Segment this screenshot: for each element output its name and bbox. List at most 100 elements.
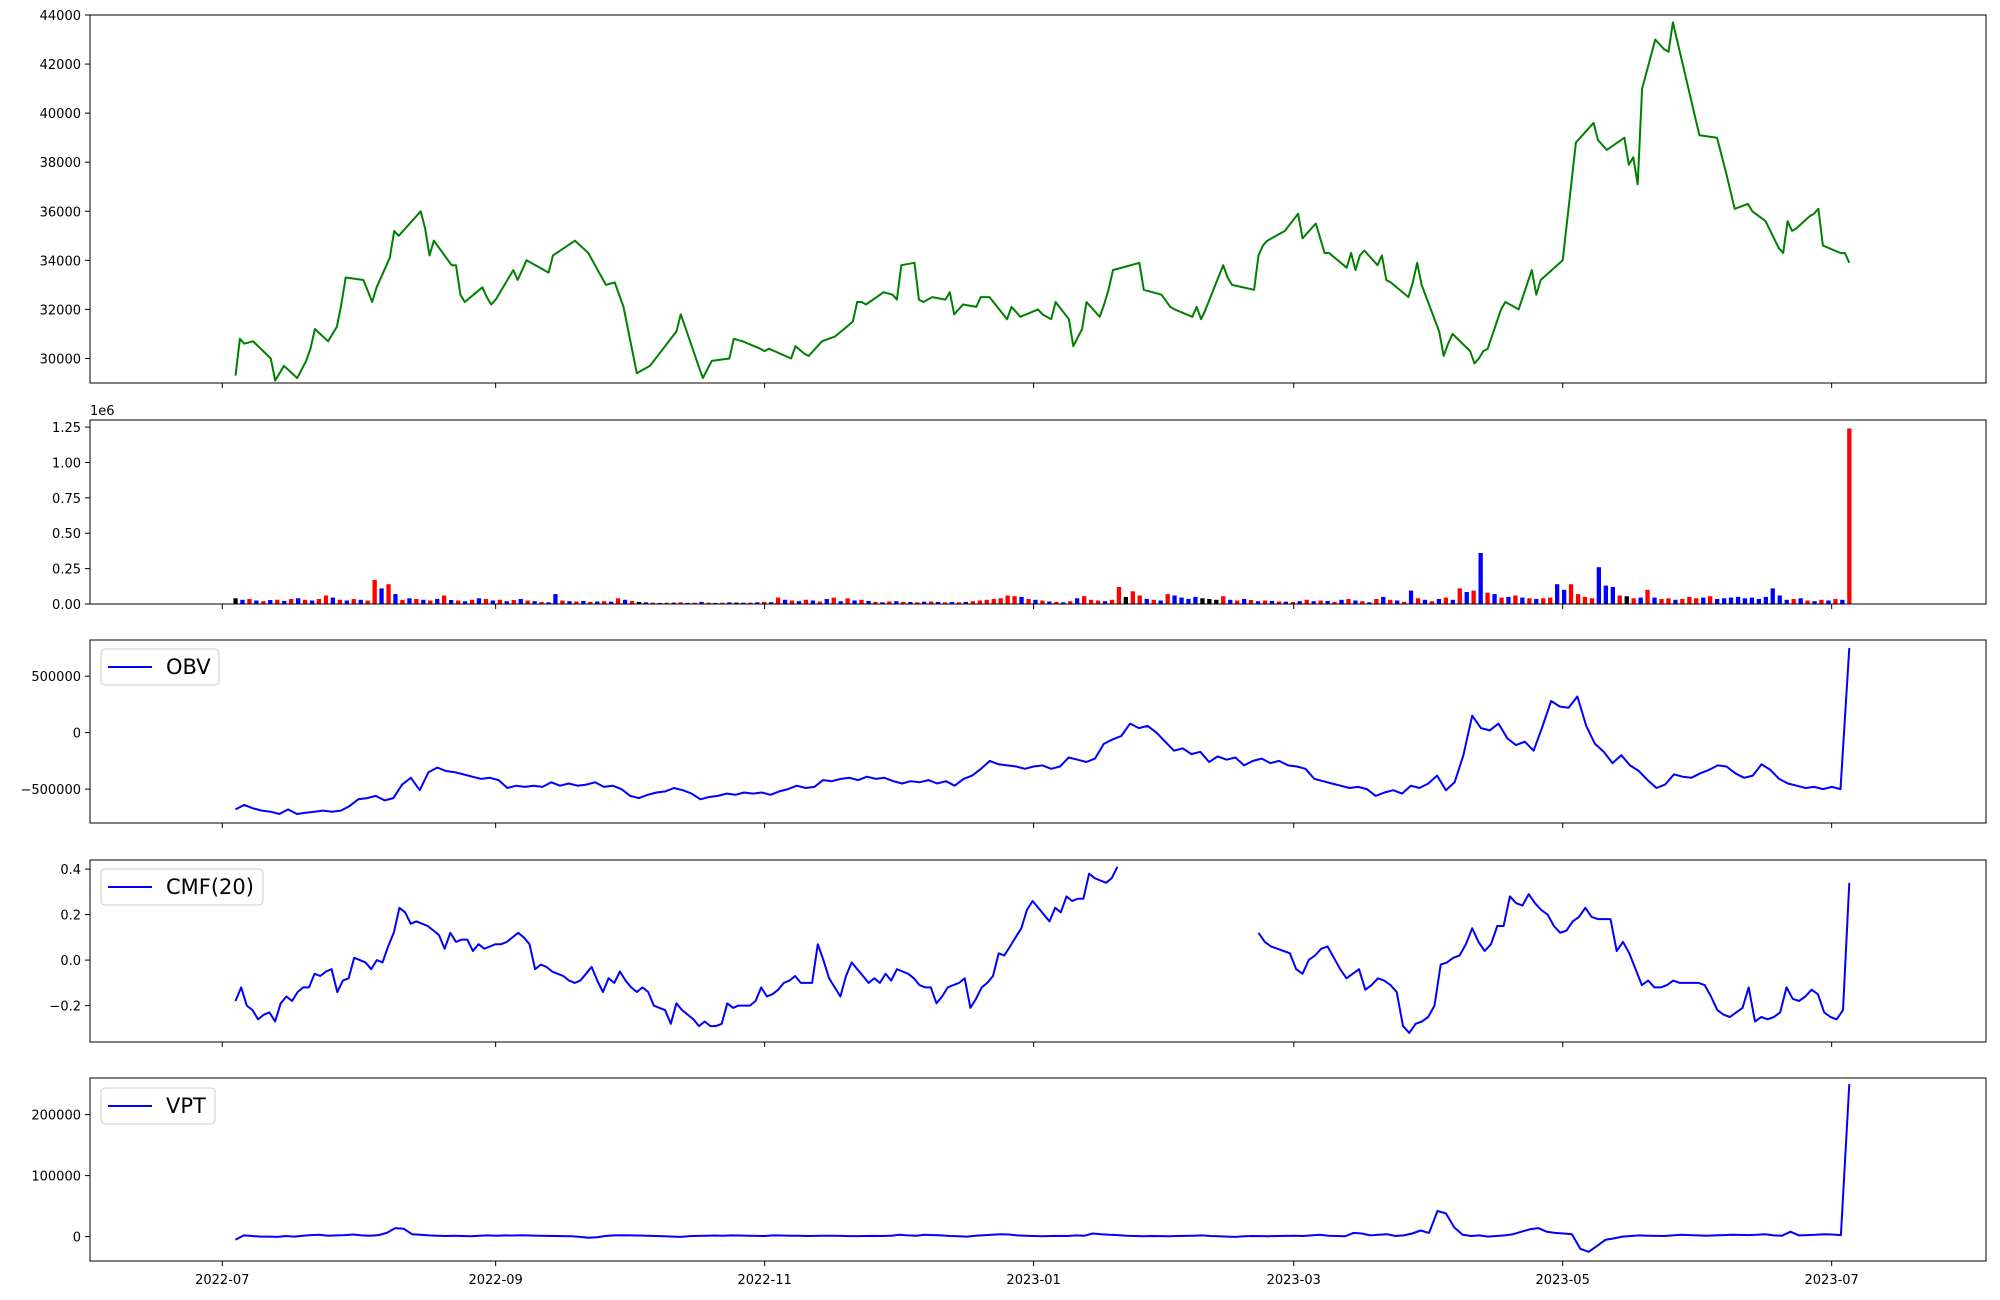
volume-bar xyxy=(1242,599,1247,604)
volume-bar xyxy=(1297,601,1302,604)
volume-bar xyxy=(289,599,294,604)
volume-bar xyxy=(1304,599,1309,604)
volume-bar xyxy=(261,601,266,604)
volume-bar xyxy=(1652,597,1657,604)
volume-bar xyxy=(1207,599,1212,604)
volume-bar xyxy=(1624,596,1629,604)
volume-bar xyxy=(657,602,662,604)
vpt-series-line xyxy=(235,1084,1851,1253)
volume-bar xyxy=(1631,598,1636,604)
volume-bar xyxy=(1840,599,1845,604)
volume-scale-label: 1e6 xyxy=(90,404,115,419)
volume-bar xyxy=(1200,598,1205,604)
volume-bar xyxy=(1603,585,1608,604)
volume-bar xyxy=(449,600,454,604)
cmf-legend-label: CMF(20) xyxy=(166,875,254,899)
volume-bar xyxy=(1346,599,1351,604)
volume-bar xyxy=(1659,599,1664,604)
volume-bar xyxy=(1402,601,1407,604)
volume-bar xyxy=(915,602,920,604)
volume-bar xyxy=(720,602,725,604)
vpt-y-tick-label: 0 xyxy=(73,1231,81,1246)
volume-bar xyxy=(1485,592,1490,604)
obv-y-tick-label: −500000 xyxy=(20,783,81,798)
volume-bar xyxy=(1749,597,1755,604)
volume-bar xyxy=(845,598,850,604)
cmf-frame xyxy=(89,859,1987,1043)
volume-bar xyxy=(866,600,871,604)
volume-bar xyxy=(476,598,482,604)
volume-bar xyxy=(615,598,621,604)
volume-bar xyxy=(330,597,335,604)
price-y-tick-label: 44000 xyxy=(40,9,81,24)
volume-bar xyxy=(1422,599,1428,604)
price-y-tick-label: 38000 xyxy=(40,156,81,171)
volume-y-tick-label: 0.50 xyxy=(52,527,81,542)
price-y-tick-label: 36000 xyxy=(40,205,81,220)
volume-bar xyxy=(532,601,537,604)
vpt-y-tick-label: 200000 xyxy=(31,1109,81,1124)
volume-bar xyxy=(1109,599,1115,604)
volume-bar xyxy=(1179,597,1184,604)
volume-bar xyxy=(838,601,843,604)
volume-bar xyxy=(1221,596,1226,604)
volume-bar xyxy=(1506,596,1511,604)
volume-bar xyxy=(922,601,927,604)
volume-bar xyxy=(706,602,711,604)
volume-bar xyxy=(1012,596,1017,604)
volume-bar xyxy=(337,599,342,604)
volume-bar xyxy=(1123,596,1128,604)
volume-bar xyxy=(1116,587,1122,604)
volume-bar xyxy=(1095,600,1101,604)
volume-bar xyxy=(1492,594,1497,604)
volume-bar xyxy=(1151,599,1156,604)
volume-y-tick-label: 0.00 xyxy=(52,598,81,613)
volume-bar xyxy=(1137,595,1142,604)
volume-bar xyxy=(1457,588,1462,604)
volume-bar xyxy=(1019,596,1024,604)
volume-bar xyxy=(1735,596,1741,604)
volume-bar xyxy=(1165,594,1170,604)
volume-bar xyxy=(908,602,913,604)
volume-bar xyxy=(894,601,899,604)
volume-bar xyxy=(782,599,788,604)
volume-bar xyxy=(1040,600,1045,604)
volume-bar xyxy=(1596,567,1601,604)
volume-bar xyxy=(1610,587,1615,604)
volume-bar xyxy=(553,594,558,604)
volume-bar xyxy=(727,602,732,604)
price-y-tick-label: 42000 xyxy=(40,58,81,73)
cmf-panel: −0.2 0.0 0.2 0.4 CMF(20) xyxy=(49,859,1987,1043)
vpt-frame xyxy=(89,1077,1987,1262)
volume-bar xyxy=(1847,428,1852,604)
volume-bar xyxy=(1443,597,1448,604)
vpt-plot-area xyxy=(235,1084,1851,1253)
volume-bar xyxy=(636,601,642,604)
volume-bar xyxy=(302,599,308,604)
volume-bar xyxy=(1026,599,1031,604)
volume-bar xyxy=(789,600,795,604)
volume-bar xyxy=(1784,599,1789,604)
volume-bar xyxy=(1450,599,1455,604)
volume-bar xyxy=(1805,600,1810,604)
volume-bar xyxy=(1102,601,1108,604)
volume-y-tick-label: 0.75 xyxy=(52,492,81,507)
volume-bar xyxy=(469,599,475,604)
volume-bar xyxy=(1033,599,1038,604)
volume-bar xyxy=(372,579,377,604)
x-tick-label: 2022-07 xyxy=(195,1273,249,1288)
x-tick-label: 2022-09 xyxy=(468,1273,522,1288)
volume-bar xyxy=(1555,584,1560,604)
volume-bar xyxy=(602,601,607,604)
volume-bar xyxy=(1082,596,1087,604)
volume-y-tick-label: 1.00 xyxy=(52,456,81,471)
volume-bar xyxy=(629,600,635,604)
volume-bar xyxy=(803,599,809,604)
volume-bar xyxy=(1791,599,1796,604)
volume-bar xyxy=(1645,589,1650,604)
volume-bar xyxy=(1589,598,1595,604)
volume-bar xyxy=(970,601,975,604)
volume-bar xyxy=(1381,596,1386,604)
volume-bar xyxy=(942,602,948,604)
volume-bar xyxy=(998,598,1003,604)
